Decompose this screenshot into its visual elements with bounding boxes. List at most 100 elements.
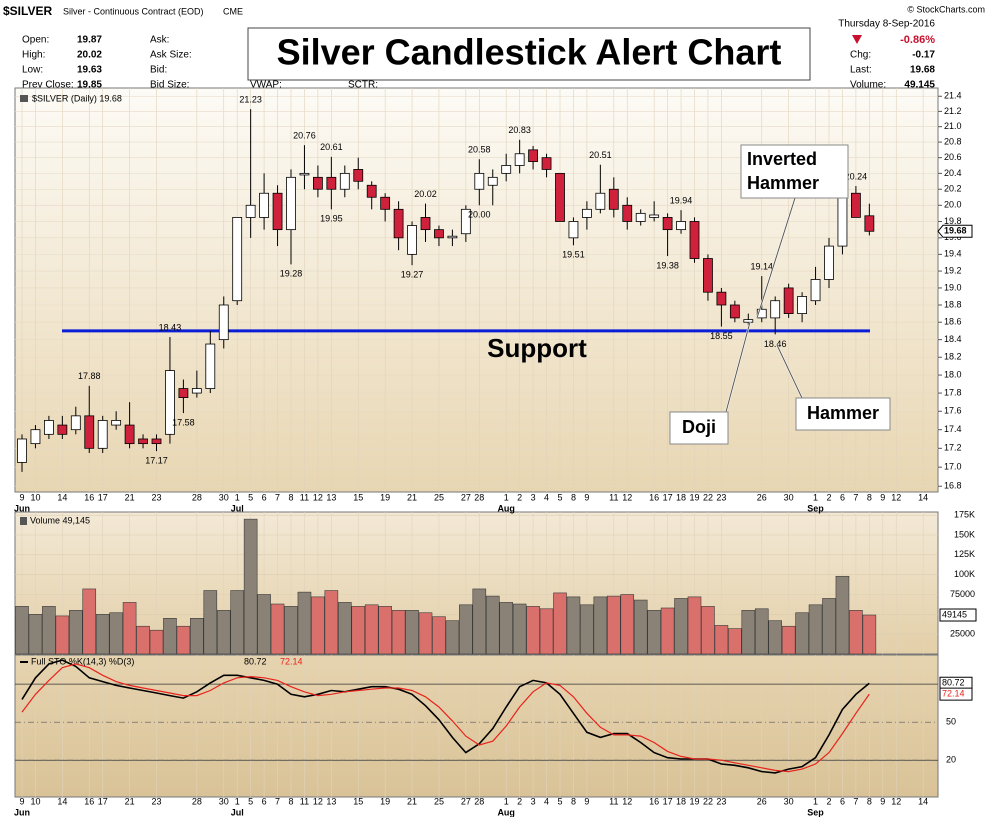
candle-body xyxy=(676,221,686,231)
candle-body xyxy=(743,319,754,323)
candle-body xyxy=(70,415,81,431)
candle-body xyxy=(770,300,781,319)
legend-value: 80.72 xyxy=(244,656,267,666)
x-tick-label: 21 xyxy=(407,492,417,502)
volume-bar xyxy=(297,591,312,655)
x-tick-label: 14 xyxy=(57,492,67,502)
candle-body xyxy=(689,221,700,259)
quote-value: 19.63 xyxy=(77,65,102,76)
y-tick-label: 19.2 xyxy=(944,265,962,275)
field-label: VWAP: xyxy=(250,80,282,91)
month-label: Jun xyxy=(14,503,30,513)
x-tick-label: 10 xyxy=(30,796,40,806)
x-tick-label: 3 xyxy=(531,492,536,502)
x-tick-label: 27 xyxy=(461,492,471,502)
x-tick-label: 7 xyxy=(853,796,858,806)
volume-bar xyxy=(795,612,809,655)
field-label: SCTR: xyxy=(348,80,378,91)
field-label: Bid: xyxy=(150,65,167,76)
y-tick-label: 175K xyxy=(954,510,975,520)
x-tick-label: 28 xyxy=(192,492,202,502)
last-value-label: 72.14 xyxy=(942,689,965,699)
candle-body xyxy=(124,424,135,445)
volume-bar xyxy=(203,590,218,655)
x-tick-label: 14 xyxy=(918,796,928,806)
x-tick-label: 19 xyxy=(689,796,699,806)
volume-bar xyxy=(808,604,823,655)
candle-body xyxy=(555,172,565,222)
candle-body xyxy=(514,153,525,166)
x-tick-label: 8 xyxy=(288,796,293,806)
volume-bar xyxy=(620,594,635,655)
volume-bar xyxy=(176,625,191,655)
stoch-line xyxy=(21,659,870,774)
candle-body xyxy=(97,420,108,449)
callout-box xyxy=(669,411,729,445)
candle-body xyxy=(407,225,417,255)
annotation: Hammer xyxy=(747,173,819,193)
candle-body xyxy=(299,172,310,176)
legend: Volume 49,145 xyxy=(30,515,90,525)
high-label: 21.23 xyxy=(239,94,262,104)
annotations: Silver Candlestick Alert Chart Inverted … xyxy=(247,27,891,445)
volume-bar xyxy=(82,588,97,655)
down-arrow xyxy=(852,35,862,44)
y-tick-label: 17.8 xyxy=(944,387,962,397)
x-tick-label: 19 xyxy=(380,796,390,806)
low-label: 19.27 xyxy=(401,270,424,280)
stochastic-panel xyxy=(14,654,939,798)
x-tick-label: 12 xyxy=(891,796,901,806)
stat-label: Volume: xyxy=(850,80,886,91)
y-tick-label: 125K xyxy=(954,549,975,559)
header: $SILVER Silver - Continuous Contract (EO… xyxy=(3,4,985,90)
high-label: 20.83 xyxy=(508,125,531,135)
volume-bar xyxy=(122,602,137,655)
x-tick-label: 14 xyxy=(57,796,67,806)
quote-value: 20.02 xyxy=(77,50,102,61)
low-label: 20.00 xyxy=(468,210,491,220)
candle-body xyxy=(286,176,296,231)
stat-value: 49,145 xyxy=(904,80,935,91)
y-tick-label: 17.2 xyxy=(944,443,962,453)
candle-body xyxy=(447,235,458,239)
x-tick-label: 19 xyxy=(689,492,699,502)
candle-body xyxy=(810,279,821,302)
callout-line xyxy=(756,197,796,319)
x-tick-label: 27 xyxy=(461,796,471,806)
volume-bar xyxy=(687,596,702,655)
volume-bar xyxy=(136,625,150,655)
month-label: Jul xyxy=(231,503,244,513)
stat-label: Chg: xyxy=(850,50,871,61)
x-tick-label: 11 xyxy=(300,796,309,806)
volume-bar xyxy=(512,603,527,655)
y-tick-label: 19.8 xyxy=(944,216,962,226)
x-tick-label: 15 xyxy=(353,796,363,806)
candle-body xyxy=(218,304,229,341)
candle-body xyxy=(528,149,538,162)
x-tick-label: 2 xyxy=(517,796,522,806)
volume-bar xyxy=(660,607,675,655)
volume-bar xyxy=(526,606,540,655)
volume-bar xyxy=(95,614,110,655)
volume-bar xyxy=(566,596,581,655)
volume-bar xyxy=(163,618,177,655)
x-tick-label: 22 xyxy=(703,492,713,502)
x-tick-label: 30 xyxy=(219,492,229,502)
candle-body xyxy=(151,438,162,445)
callout-line xyxy=(725,321,751,413)
x-tick-label: 17 xyxy=(98,492,108,502)
x-tick-label: 22 xyxy=(703,796,713,806)
low-label: 17.17 xyxy=(145,456,168,466)
y-tick-label: 20.4 xyxy=(944,168,962,178)
candle-body xyxy=(272,192,283,231)
x-tick-label: 6 xyxy=(840,492,845,502)
volume-bar xyxy=(485,595,500,655)
volume-bar xyxy=(741,610,756,655)
candle-body xyxy=(487,176,498,186)
legend-icon xyxy=(20,95,28,102)
volume-bar xyxy=(418,612,433,655)
volume-bar xyxy=(822,598,836,655)
x-tick-label: 23 xyxy=(151,796,161,806)
x-tick-label: 9 xyxy=(880,492,885,502)
candle-body xyxy=(501,165,512,174)
